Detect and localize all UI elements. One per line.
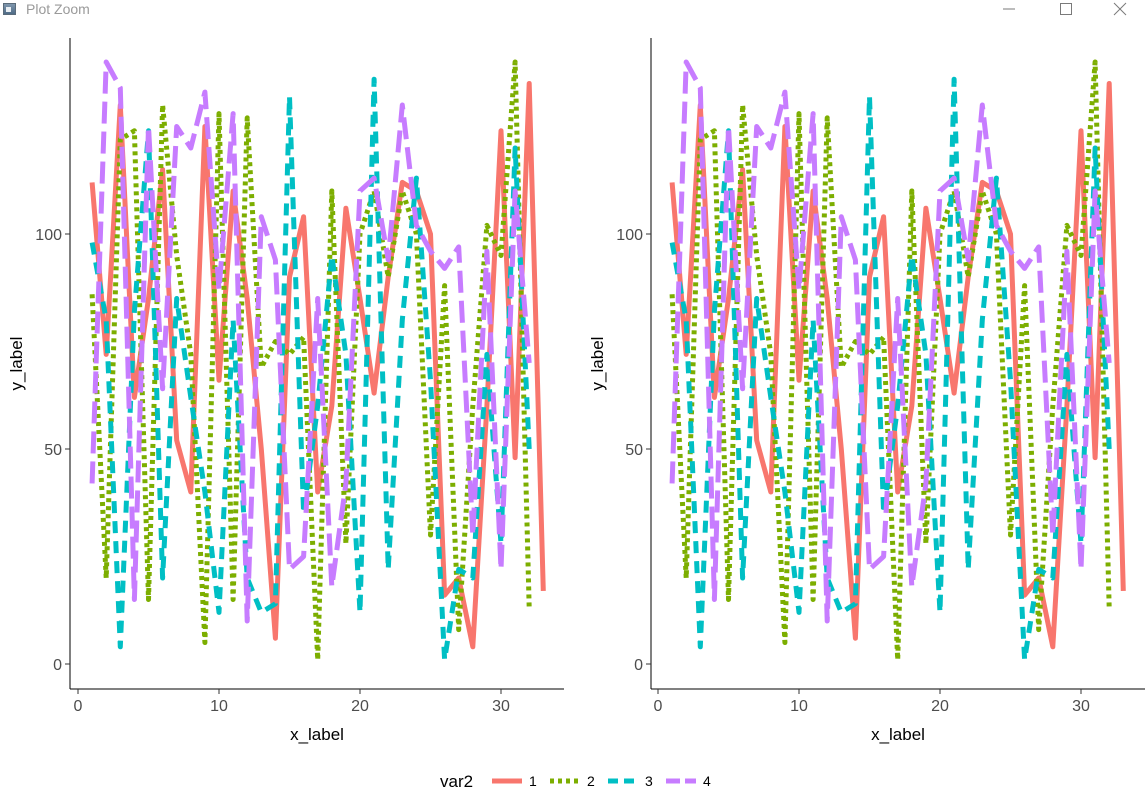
x-axis-title: x_label [290, 725, 344, 744]
x-tick-label: 0 [654, 698, 663, 715]
legend-label-2: 2 [587, 773, 595, 789]
app-icon [3, 3, 16, 15]
x-tick-label: 30 [1072, 698, 1090, 715]
series-line-1 [89, 81, 546, 650]
y-tick-label: 50 [625, 442, 643, 459]
close-icon [1113, 2, 1127, 16]
x-tick-label: 30 [492, 698, 510, 715]
series-line-3 [89, 76, 532, 663]
chart-panel-1: 0 50 100 0 10 20 30 x_label y_label [7, 38, 564, 744]
series-line-4 [669, 59, 1112, 624]
x-tick-label: 0 [74, 698, 83, 715]
x-tick-label: 20 [931, 698, 949, 715]
x-tick-label: 10 [210, 698, 228, 715]
legend-label-1: 1 [529, 773, 537, 789]
y-axis-title: y_label [7, 337, 26, 391]
x-tick-label: 10 [790, 698, 808, 715]
x-axis-title: x_label [871, 725, 925, 744]
y-axis-title: y_label [588, 337, 607, 391]
y-tick-label: 0 [53, 657, 62, 674]
y-tick-label: 50 [44, 442, 62, 459]
y-tick-label: 0 [634, 657, 643, 674]
legend-label-3: 3 [645, 773, 653, 789]
maximize-button[interactable] [1046, 0, 1086, 19]
minimize-button[interactable] [989, 0, 1029, 19]
legend: var2 1 2 3 4 [440, 772, 711, 791]
chart-panel-2: 0 50 100 0 10 20 30 x_label y_label [588, 38, 1145, 744]
minimize-icon [1003, 8, 1015, 10]
series-line-3 [669, 76, 1112, 663]
series-line-4 [89, 59, 532, 624]
y-tick-label: 100 [35, 227, 62, 244]
series-line-1 [669, 81, 1126, 650]
close-button[interactable] [1100, 0, 1140, 19]
window-title: Plot Zoom [26, 1, 90, 17]
x-tick-label: 20 [351, 698, 369, 715]
legend-title: var2 [440, 772, 473, 791]
legend-label-4: 4 [703, 773, 711, 789]
window-titlebar: Plot Zoom [0, 0, 1148, 20]
maximize-icon [1060, 3, 1072, 15]
y-tick-label: 100 [616, 227, 643, 244]
